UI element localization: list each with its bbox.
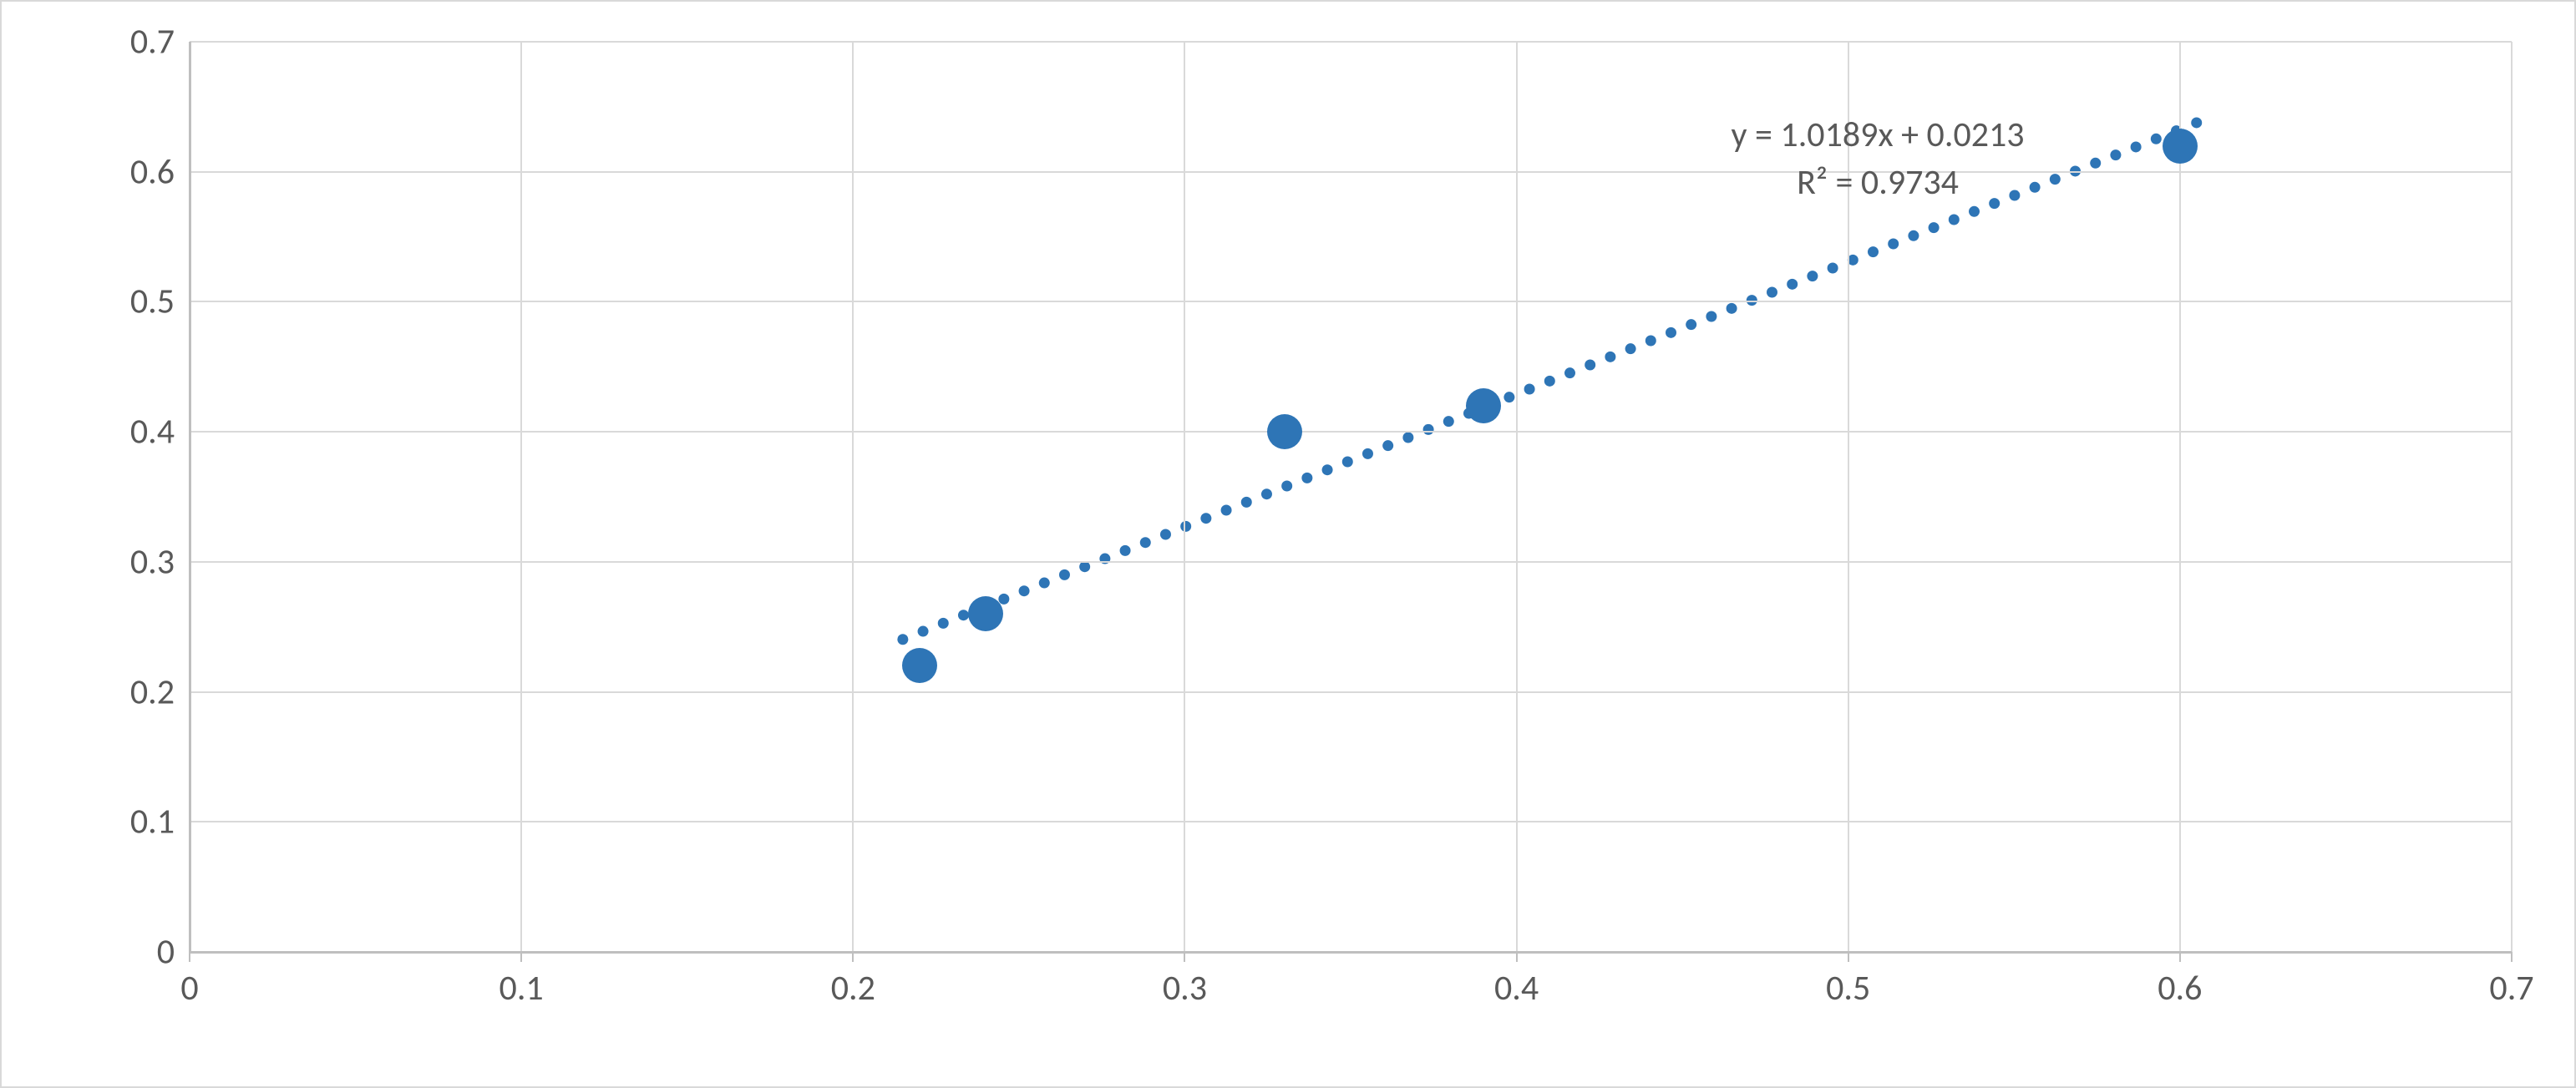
y-tick-label: 0.3 bbox=[130, 540, 190, 583]
trendline-annotation: y = 1.0189x + 0.0213 R² = 0.9734 bbox=[1732, 112, 2025, 206]
trendline bbox=[190, 42, 2512, 952]
gridline-horizontal bbox=[190, 691, 2512, 693]
y-tick-label: 0.4 bbox=[130, 411, 190, 453]
data-point bbox=[2163, 129, 2198, 164]
gridline-horizontal bbox=[190, 301, 2512, 302]
x-tick-label: 0.7 bbox=[2489, 952, 2533, 1010]
y-tick-label: 0.6 bbox=[130, 150, 190, 193]
y-tick-label: 0.1 bbox=[130, 801, 190, 843]
data-point bbox=[1466, 388, 1501, 423]
y-tick-label: 0.5 bbox=[130, 281, 190, 323]
y-axis-line bbox=[189, 42, 191, 952]
gridline-horizontal bbox=[190, 821, 2512, 822]
trend-rsquared: R² = 0.9734 bbox=[1732, 159, 2025, 207]
gridline-vertical bbox=[520, 42, 522, 952]
x-tick-label: 0.5 bbox=[1826, 952, 1870, 1010]
y-tick-label: 0.7 bbox=[130, 21, 190, 63]
plot-area: 00.10.20.30.40.50.60.700.10.20.30.40.50.… bbox=[190, 42, 2512, 952]
y-tick-label: 0.2 bbox=[130, 671, 190, 713]
gridline-horizontal bbox=[190, 431, 2512, 433]
gridline-vertical bbox=[1516, 42, 1518, 952]
x-tick-label: 0.3 bbox=[1163, 952, 1207, 1010]
x-tick-label: 0.2 bbox=[831, 952, 875, 1010]
gridline-horizontal bbox=[190, 41, 2512, 43]
gridline-vertical bbox=[852, 42, 854, 952]
x-axis-line bbox=[190, 951, 2512, 954]
trend-equation: y = 1.0189x + 0.0213 bbox=[1732, 112, 2025, 159]
x-tick-label: 0.6 bbox=[2158, 952, 2202, 1010]
gridline-vertical bbox=[2511, 42, 2513, 952]
scatter-chart: 00.10.20.30.40.50.60.700.10.20.30.40.50.… bbox=[0, 0, 2576, 1088]
data-point bbox=[902, 648, 937, 683]
x-tick-label: 0.4 bbox=[1494, 952, 1539, 1010]
gridline-vertical bbox=[1184, 42, 1185, 952]
data-point bbox=[1267, 414, 1302, 449]
gridline-horizontal bbox=[190, 561, 2512, 563]
data-point bbox=[968, 596, 1003, 631]
x-tick-label: 0.1 bbox=[499, 952, 544, 1010]
gridline-vertical bbox=[2179, 42, 2181, 952]
gridline-horizontal bbox=[190, 171, 2512, 173]
x-tick-label: 0 bbox=[180, 952, 198, 1010]
